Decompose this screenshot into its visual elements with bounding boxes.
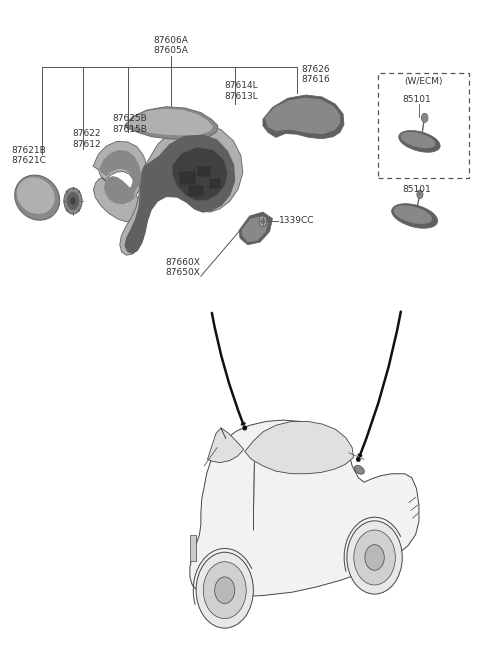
- Ellipse shape: [417, 190, 423, 198]
- Text: 1339CC: 1339CC: [279, 216, 314, 225]
- Polygon shape: [172, 147, 228, 201]
- Ellipse shape: [392, 204, 438, 228]
- Ellipse shape: [401, 132, 435, 148]
- Polygon shape: [127, 108, 213, 135]
- Ellipse shape: [15, 175, 60, 220]
- Bar: [198, 167, 210, 176]
- Text: 87622
87612: 87622 87612: [72, 129, 101, 148]
- Ellipse shape: [203, 562, 246, 619]
- Polygon shape: [239, 212, 273, 245]
- Ellipse shape: [354, 465, 364, 474]
- Bar: [378, 74, 469, 178]
- Ellipse shape: [354, 530, 396, 585]
- Ellipse shape: [394, 206, 432, 224]
- Text: 87614L
87613L: 87614L 87613L: [224, 81, 258, 101]
- Polygon shape: [207, 428, 244, 463]
- Text: 87625B
87615B: 87625B 87615B: [112, 114, 147, 133]
- Polygon shape: [245, 421, 354, 474]
- Ellipse shape: [67, 192, 79, 210]
- Ellipse shape: [196, 553, 253, 628]
- Polygon shape: [263, 95, 344, 139]
- Ellipse shape: [356, 457, 361, 462]
- Bar: [180, 172, 195, 184]
- Polygon shape: [120, 124, 243, 255]
- Polygon shape: [190, 420, 419, 597]
- Ellipse shape: [399, 131, 440, 152]
- Ellipse shape: [259, 216, 267, 227]
- Ellipse shape: [17, 177, 55, 214]
- Text: 87660X
87650X: 87660X 87650X: [165, 258, 200, 277]
- Ellipse shape: [242, 425, 247, 430]
- Ellipse shape: [70, 196, 76, 205]
- Bar: [190, 186, 203, 196]
- Bar: [210, 179, 220, 188]
- Polygon shape: [124, 134, 235, 254]
- Text: 85101: 85101: [402, 95, 431, 104]
- Polygon shape: [242, 216, 269, 242]
- Ellipse shape: [215, 577, 235, 604]
- Polygon shape: [93, 141, 147, 222]
- Text: 87621B
87621C: 87621B 87621C: [11, 146, 46, 165]
- Polygon shape: [265, 97, 340, 134]
- Polygon shape: [190, 535, 196, 560]
- Text: 87606A
87605A: 87606A 87605A: [154, 35, 188, 55]
- Text: 85101: 85101: [402, 185, 431, 194]
- Polygon shape: [99, 150, 141, 204]
- Ellipse shape: [421, 113, 428, 122]
- Ellipse shape: [365, 545, 384, 570]
- Text: 87626
87616: 87626 87616: [301, 65, 330, 85]
- Polygon shape: [124, 106, 218, 139]
- Ellipse shape: [64, 188, 82, 214]
- Text: (W/ECM): (W/ECM): [405, 77, 443, 85]
- Ellipse shape: [261, 219, 265, 224]
- Ellipse shape: [347, 521, 402, 594]
